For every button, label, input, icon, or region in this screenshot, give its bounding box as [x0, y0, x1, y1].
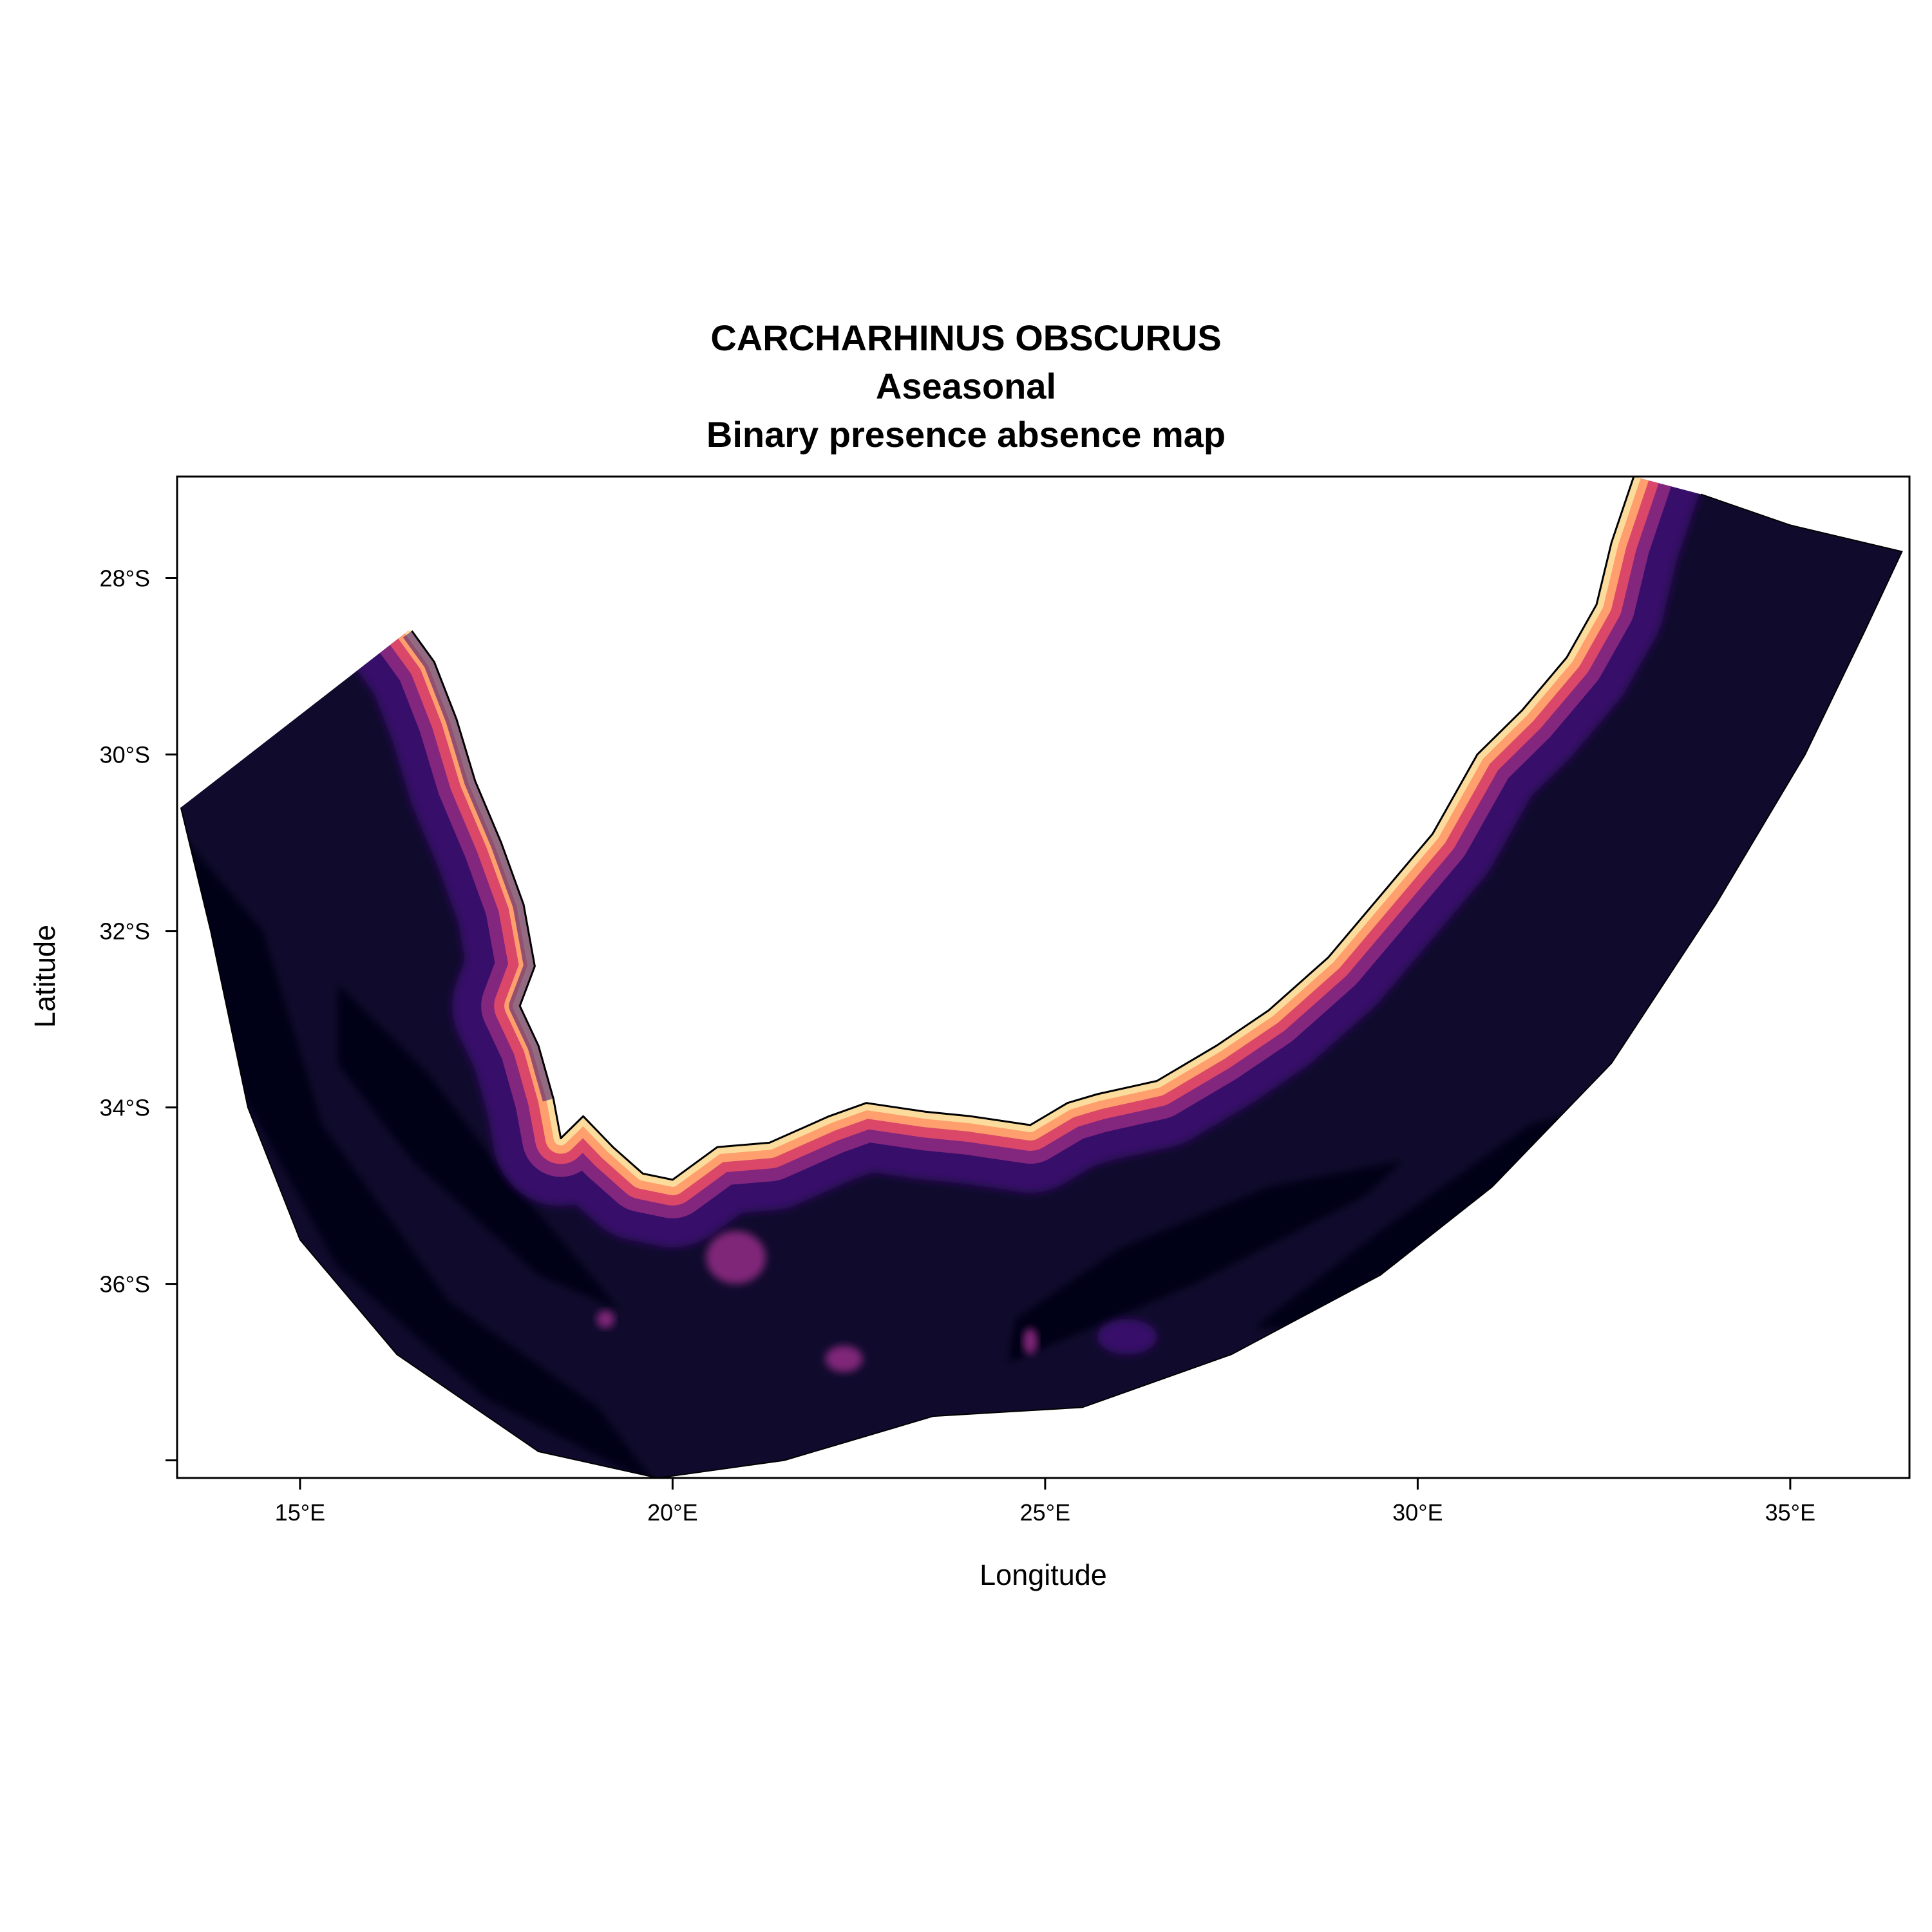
x-axis: 15°E 20°E 25°E 30°E 35°E — [275, 1478, 1815, 1526]
low-probability-zone-2 — [1008, 1160, 1403, 1363]
x-tick-label-4: 35°E — [1765, 1499, 1815, 1526]
low-probability-zone-1 — [180, 825, 658, 1478]
offshore-patch-4 — [1023, 1328, 1038, 1355]
y-tick-label-4: 36°S — [100, 1271, 150, 1298]
probability-raster — [180, 477, 1902, 1478]
y-tick-label-2: 32°S — [100, 918, 150, 945]
offshore-patch-3 — [1097, 1319, 1157, 1355]
plot-frame — [176, 475, 1911, 1479]
x-tick-label-1: 20°E — [647, 1499, 697, 1526]
coastline — [180, 477, 1903, 1478]
offshore-patch-2 — [825, 1345, 863, 1372]
y-tick-label-1: 30°S — [100, 742, 150, 768]
y-tick-label-0: 28°S — [100, 565, 150, 592]
offshore-patch-5 — [596, 1310, 615, 1329]
y-tick-label-3: 34°S — [100, 1095, 150, 1121]
low-probability-zone-3 — [1253, 1107, 1589, 1329]
x-tick-label-0: 15°E — [275, 1499, 325, 1526]
y-axis: 28°S 30°S 32°S 34°S 36°S — [100, 565, 177, 1462]
y-axis-title: Latitude — [28, 924, 61, 1028]
low-probability-zone-4 — [337, 983, 621, 1311]
x-axis-title: Longitude — [980, 1558, 1107, 1591]
x-tick-label-3: 30°E — [1392, 1499, 1443, 1526]
coastline-path — [411, 477, 1635, 1181]
title-line-1: CARCHARHINUS OBSCURUS — [710, 317, 1222, 358]
title-line-3: Binary presence absence map — [706, 414, 1226, 455]
domain-boundary — [180, 493, 1903, 1478]
offshore-patch-1 — [706, 1231, 766, 1284]
title-line-2: Aseasonal — [875, 366, 1057, 406]
x-tick-label-2: 25°E — [1020, 1499, 1070, 1526]
